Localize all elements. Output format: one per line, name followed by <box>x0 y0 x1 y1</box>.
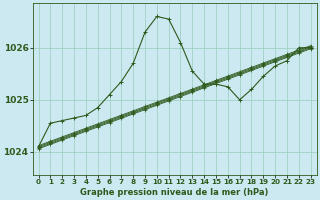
X-axis label: Graphe pression niveau de la mer (hPa): Graphe pression niveau de la mer (hPa) <box>80 188 269 197</box>
